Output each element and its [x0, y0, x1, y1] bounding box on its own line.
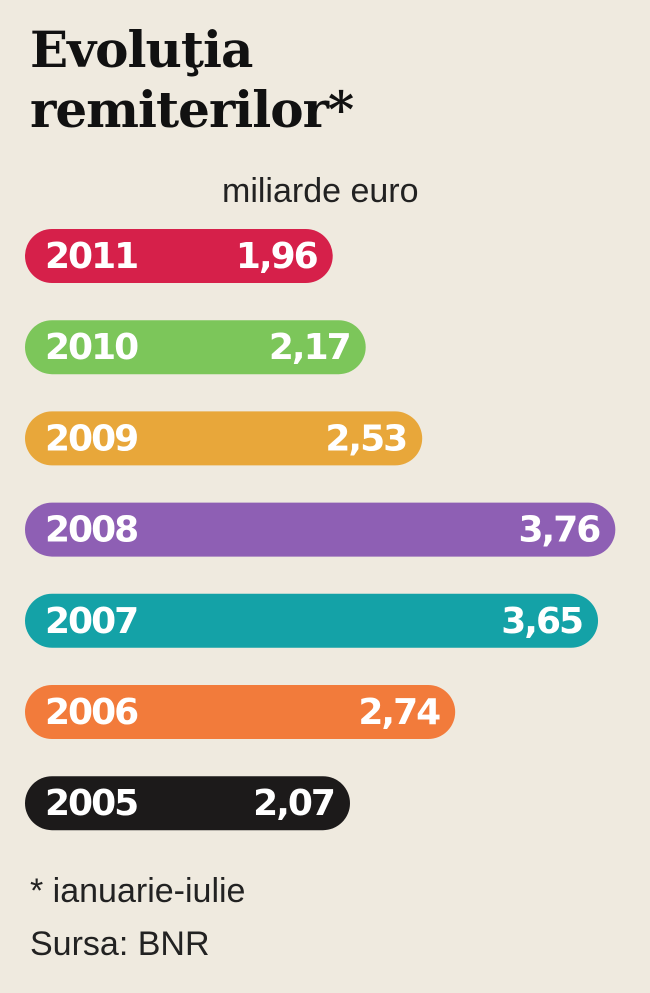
value-label: 3,76 [518, 510, 600, 551]
bar [25, 320, 366, 375]
category-label: 2008 [45, 510, 137, 551]
value-label: 2,17 [269, 327, 350, 368]
bar [25, 593, 599, 648]
chart: 2011 1,96 2010 2,17 2009 2,53 2008 3,76 2007 3,65… [25, 229, 616, 831]
footnote: * ianuarie-iulie [30, 872, 246, 910]
bar [25, 229, 333, 283]
value-label: 2,74 [358, 692, 440, 733]
value-label: 2,53 [325, 418, 406, 459]
bar [25, 685, 456, 739]
category-label: 2005 [45, 783, 137, 824]
value-label: 3,65 [501, 601, 582, 642]
unit-label: miliarde euro [222, 172, 419, 210]
bar [25, 502, 616, 557]
bar [25, 411, 423, 466]
category-label: 2006 [45, 692, 138, 733]
value-label: 1,96 [236, 236, 318, 277]
source: Sursa: BNR [30, 925, 210, 963]
category-label: 2007 [45, 601, 137, 642]
category-label: 2009 [45, 418, 137, 459]
chart-title: Evoluţia remiterilor* [30, 20, 354, 139]
category-label: 2010 [45, 327, 138, 368]
category-label: 2011 [45, 236, 137, 277]
bar [25, 776, 350, 831]
value-label: 2,07 [253, 783, 334, 824]
